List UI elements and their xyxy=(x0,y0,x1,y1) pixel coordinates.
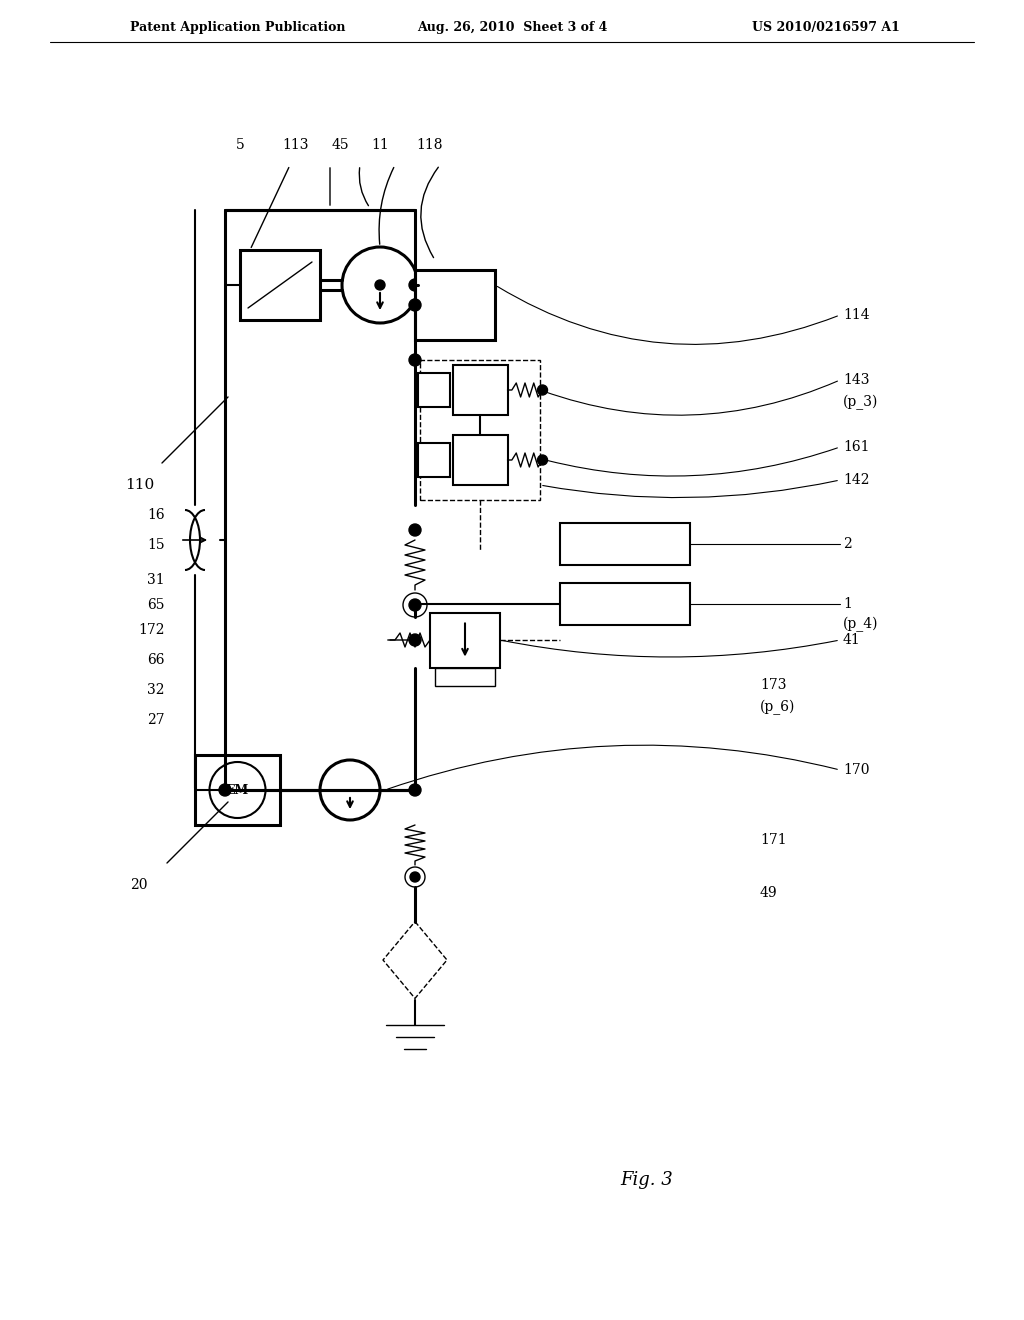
Bar xyxy=(560,583,690,624)
Text: 2: 2 xyxy=(843,537,852,550)
Text: 118: 118 xyxy=(417,139,443,152)
Circle shape xyxy=(538,385,548,395)
Circle shape xyxy=(375,280,385,290)
Bar xyxy=(560,523,690,565)
Bar xyxy=(420,360,540,500)
Circle shape xyxy=(319,760,380,820)
Text: 5: 5 xyxy=(236,139,245,152)
Text: 114: 114 xyxy=(843,308,869,322)
Text: 173: 173 xyxy=(760,678,786,692)
Text: 27: 27 xyxy=(147,713,165,727)
Text: 65: 65 xyxy=(147,598,165,612)
Text: 15: 15 xyxy=(147,539,165,552)
Circle shape xyxy=(409,524,421,536)
Circle shape xyxy=(409,354,421,366)
Text: 32: 32 xyxy=(147,682,165,697)
Bar xyxy=(240,249,319,319)
Circle shape xyxy=(409,598,421,610)
Bar xyxy=(195,755,280,825)
Circle shape xyxy=(403,593,427,616)
Text: 66: 66 xyxy=(147,653,165,667)
Text: 142: 142 xyxy=(843,473,869,487)
Circle shape xyxy=(210,762,265,818)
Text: 1: 1 xyxy=(843,597,852,611)
Circle shape xyxy=(409,599,421,611)
Text: 20: 20 xyxy=(130,878,147,892)
Text: (p_4): (p_4) xyxy=(843,616,879,632)
Bar xyxy=(418,374,450,407)
Text: 143: 143 xyxy=(843,374,869,387)
Text: Patent Application Publication: Patent Application Publication xyxy=(130,21,345,33)
Circle shape xyxy=(409,634,421,645)
Bar xyxy=(415,271,495,341)
Text: 113: 113 xyxy=(283,139,309,152)
Text: 45: 45 xyxy=(331,139,349,152)
Text: 31: 31 xyxy=(147,573,165,587)
Circle shape xyxy=(409,784,421,796)
Text: 41: 41 xyxy=(843,634,861,647)
Text: 49: 49 xyxy=(760,886,777,900)
Text: US 2010/0216597 A1: US 2010/0216597 A1 xyxy=(752,21,900,33)
Bar xyxy=(435,668,495,685)
Text: 110: 110 xyxy=(125,478,155,492)
Circle shape xyxy=(409,300,421,312)
Bar xyxy=(430,612,500,668)
Bar xyxy=(418,444,450,477)
Text: 11: 11 xyxy=(371,139,389,152)
Text: 161: 161 xyxy=(843,440,869,454)
Circle shape xyxy=(342,247,418,323)
Text: 172: 172 xyxy=(138,623,165,638)
Circle shape xyxy=(406,867,425,887)
Text: 170: 170 xyxy=(843,763,869,777)
Text: 16: 16 xyxy=(147,508,165,521)
Text: (p_3): (p_3) xyxy=(843,395,879,409)
Circle shape xyxy=(219,784,231,796)
Circle shape xyxy=(410,873,420,882)
Text: Aug. 26, 2010  Sheet 3 of 4: Aug. 26, 2010 Sheet 3 of 4 xyxy=(417,21,607,33)
Bar xyxy=(453,366,508,414)
Bar xyxy=(453,436,508,484)
Text: (p_6): (p_6) xyxy=(760,700,796,714)
Circle shape xyxy=(409,279,421,290)
Text: 171: 171 xyxy=(760,833,786,847)
Text: EM: EM xyxy=(226,784,249,796)
Text: Fig. 3: Fig. 3 xyxy=(620,1171,673,1189)
Circle shape xyxy=(538,455,548,465)
